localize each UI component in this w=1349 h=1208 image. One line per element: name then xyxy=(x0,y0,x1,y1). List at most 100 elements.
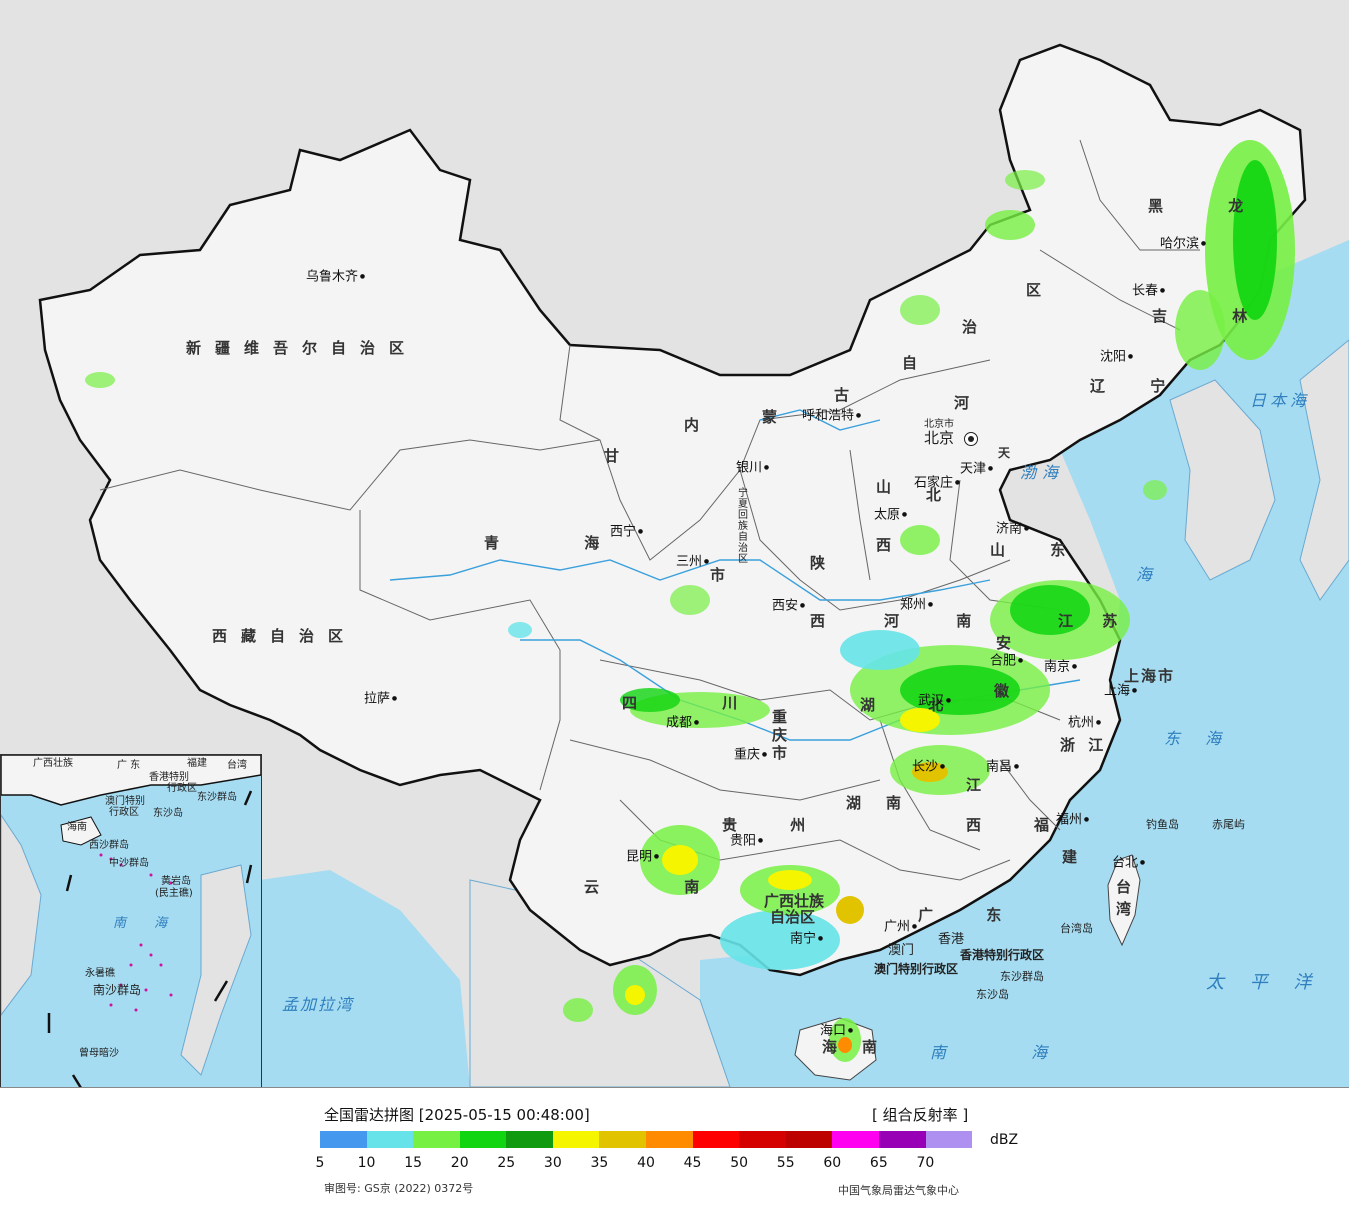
province-jiangxi-2: 西 xyxy=(966,816,982,834)
city-xianggang[interactable]: 香港 xyxy=(938,932,965,947)
bengal-ocean xyxy=(260,870,470,1087)
province-yunnan: 云 南 xyxy=(584,878,740,896)
province-guangxi-2: 自治区 xyxy=(770,908,816,926)
legend-tick-label: 50 xyxy=(730,1155,749,1171)
province-shaanxi-2: 西 xyxy=(810,612,826,630)
city-guangzhou[interactable]: 广州 xyxy=(884,920,917,935)
legend-tick-label: 35 xyxy=(590,1155,609,1171)
legend-swatch xyxy=(925,1131,973,1148)
province-heilongjiang: 黑 龙 xyxy=(1148,197,1274,215)
city-hefei[interactable]: 合肥 xyxy=(990,654,1023,669)
city-lhasa[interactable]: 拉萨 xyxy=(364,692,397,707)
city-shenyang[interactable]: 沈阳 xyxy=(1100,350,1133,365)
province-beijing-region: 北京市 xyxy=(924,419,954,430)
province-shandong: 山 东 xyxy=(990,541,1086,559)
city-huhehaote[interactable]: 呼和浩特 xyxy=(802,409,861,424)
province-neimenggu-1: 内 xyxy=(684,416,700,434)
legend-tick-label: 55 xyxy=(776,1155,795,1171)
province-neimenggu-2: 蒙 xyxy=(762,408,778,426)
city-nanchang[interactable]: 南昌 xyxy=(986,760,1019,775)
province-shanxi-2: 西 xyxy=(876,536,892,554)
city-tianjin[interactable]: 天津 xyxy=(960,462,993,477)
province-hebei-2: 北 xyxy=(926,486,942,504)
province-neimenggu-4: 自 xyxy=(902,354,918,372)
city-fuzhou[interactable]: 福州 xyxy=(1056,813,1089,828)
inset-label-fujian: 福建 xyxy=(187,758,207,769)
province-hunan-2: 南 xyxy=(886,794,902,812)
city-xining[interactable]: 西宁 xyxy=(610,525,643,540)
capital-star-icon xyxy=(964,432,978,446)
inset-label-dongsha: 东沙群岛 xyxy=(197,792,237,803)
sea-pacific: 太 平 洋 xyxy=(1206,972,1322,993)
province-tianjin: 天 xyxy=(998,446,1011,460)
province-henan: 河 南 xyxy=(884,612,998,630)
province-neimenggu-6: 区 xyxy=(1026,281,1042,299)
city-guiyang[interactable]: 贵阳 xyxy=(730,834,763,849)
city-nanning[interactable]: 南宁 xyxy=(790,932,823,947)
sea-yellow: 海 xyxy=(1136,565,1159,584)
city-jinan[interactable]: 济南 xyxy=(996,522,1029,537)
legend-tick-label: 30 xyxy=(543,1155,562,1171)
legend-swatch xyxy=(692,1131,740,1148)
city-beijing[interactable]: 北京 xyxy=(924,429,955,447)
province-shanxi-1: 山 xyxy=(876,478,892,496)
inset-label-minzhu: (民主礁) xyxy=(155,888,193,899)
province-taiwan-2: 湾 xyxy=(1116,900,1132,918)
province-borders xyxy=(99,139,1200,881)
province-neimenggu-5: 治 xyxy=(962,318,978,336)
city-changchun[interactable]: 长春 xyxy=(1132,284,1165,299)
sea-bengal: 孟加拉湾 xyxy=(282,995,355,1014)
city-harbin[interactable]: 哈尔滨 xyxy=(1160,237,1206,252)
sea-south: 南 海 xyxy=(930,1043,1088,1062)
inset-label-zengmu: 曾母暗沙 xyxy=(79,1048,119,1059)
city-chongqing[interactable]: 重庆 xyxy=(734,748,767,763)
city-xian[interactable]: 西安 xyxy=(772,599,805,614)
city-kunming[interactable]: 昆明 xyxy=(626,850,659,865)
city-haikou[interactable]: 海口 xyxy=(820,1024,853,1039)
province-liaoning: 辽 宁 xyxy=(1090,377,1186,395)
province-jiangsu: 江 苏 xyxy=(1058,612,1130,630)
legend-unit: dBZ xyxy=(990,1132,1019,1148)
south-china-sea-inset[interactable]: 广西壮族 广 东 福建 台湾 香港特别 行政区 澳门特别 行政区 东沙群岛 东沙… xyxy=(0,754,262,1087)
city-yinchuan[interactable]: 银川 xyxy=(736,461,769,476)
inset-label-dongsha2: 东沙岛 xyxy=(153,808,183,819)
city-chengdu[interactable]: 成都 xyxy=(666,716,699,731)
province-anhui-1: 安 xyxy=(996,634,1012,652)
inset-label-guangdong: 广 东 xyxy=(117,760,141,771)
sea-east: 东 海 xyxy=(1164,729,1232,748)
city-hangzhou[interactable]: 杭州 xyxy=(1068,716,1101,731)
map-approval-number: 审图号: GS京 (2022) 0372号 xyxy=(324,1182,474,1195)
map-panel[interactable]: 新疆维吾尔自治区 西藏自治区 青 海 甘 内 蒙 古 自 治 区 黑 龙 吉 林… xyxy=(0,0,1349,1088)
province-hebei-1: 河 xyxy=(954,394,970,412)
legend-swatch xyxy=(366,1131,414,1148)
legend-tick-label: 20 xyxy=(450,1155,469,1171)
province-qinghai: 青 海 xyxy=(484,534,640,552)
city-aomen[interactable]: 澳门 xyxy=(888,943,915,958)
city-taibei[interactable]: 台北 xyxy=(1112,856,1145,871)
city-zhengzhou[interactable]: 郑州 xyxy=(900,598,933,613)
province-taiwan-1: 台 xyxy=(1116,878,1132,896)
legend-product: [ 组合反射率 ] xyxy=(872,1106,969,1124)
city-urumqi[interactable]: 乌鲁木齐 xyxy=(306,270,365,285)
province-gansu-shi: 市 xyxy=(710,566,726,584)
province-gansu: 甘 xyxy=(604,447,620,465)
province-ningxia: 宁夏回族自治区 xyxy=(738,488,748,565)
city-taiyuan[interactable]: 太原 xyxy=(874,508,907,523)
province-shanghai: 上海市 xyxy=(1124,667,1176,685)
island-chiwei: 赤尾屿 xyxy=(1212,818,1245,831)
legend-tick-label: 40 xyxy=(637,1155,655,1171)
city-changsha[interactable]: 长沙 xyxy=(912,760,945,775)
inset-label-zhongsha: 中沙群岛 xyxy=(109,858,149,869)
inset-label-nansha: 南沙群岛 xyxy=(93,983,142,997)
legend-swatch xyxy=(552,1131,600,1148)
legend-swatch xyxy=(413,1131,460,1148)
city-shanghai[interactable]: 上海 xyxy=(1104,684,1137,699)
korea-land xyxy=(1169,379,1276,581)
city-shijiazhuang[interactable]: 石家庄 xyxy=(914,476,960,491)
city-lanzhou[interactable]: 三州 xyxy=(676,555,709,570)
city-wuhan[interactable]: 武汉 xyxy=(918,694,951,709)
inset-label-hk: 香港特别 xyxy=(149,772,189,783)
inset-label-south-sea: 南 海 xyxy=(113,916,180,931)
city-nanjing[interactable]: 南京 xyxy=(1044,660,1077,675)
